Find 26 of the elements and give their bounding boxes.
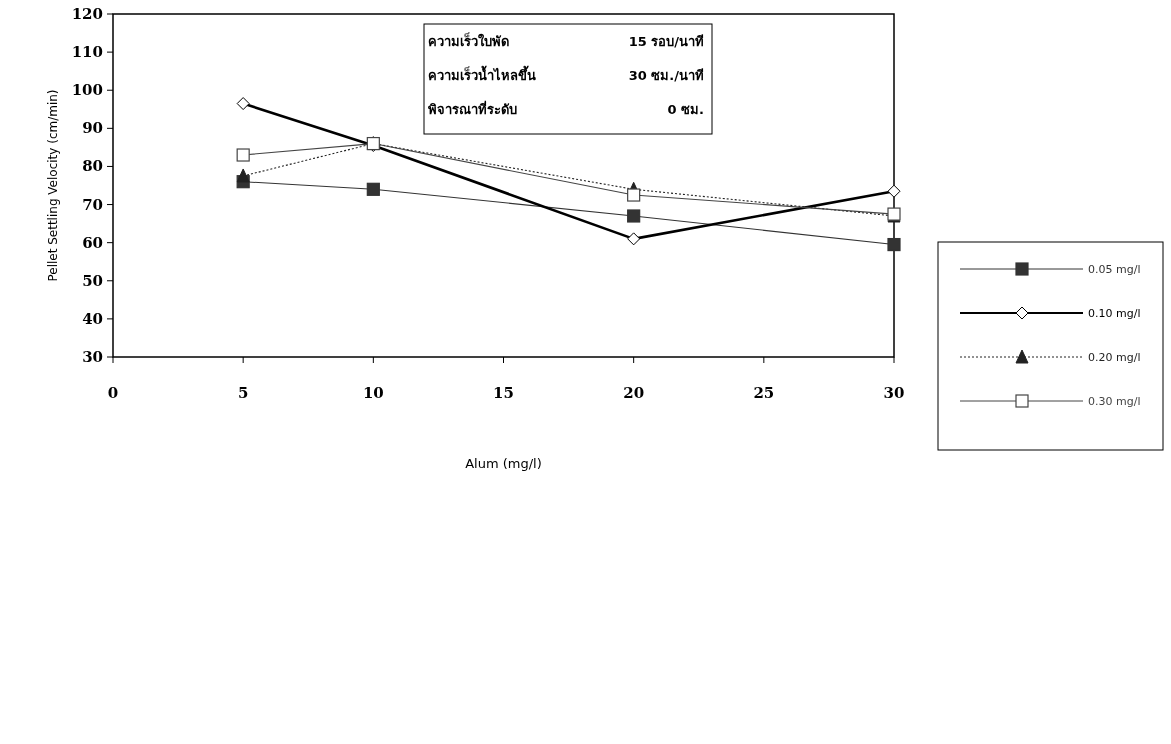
- y-axis-title: Pellet Settling Velocity (cm/min): [46, 89, 60, 282]
- x-tick-label: 0: [107, 384, 119, 402]
- y-tick-label: 110: [71, 43, 103, 62]
- y-tick-label: 70: [82, 195, 103, 214]
- x-tick-label: 25: [753, 384, 775, 402]
- x-tick-label: 20: [623, 384, 645, 402]
- y-tick-label: 40: [82, 309, 103, 328]
- x-axis-title: Alum (mg/l): [465, 456, 542, 471]
- x-tick-label: 30: [883, 384, 905, 402]
- x-tick-label: 15: [493, 384, 514, 402]
- y-tick-label: 90: [82, 119, 103, 138]
- x-tick-label: 10: [362, 384, 384, 402]
- annotation: ความเร็วน้ำไหลขึ้น: [428, 65, 536, 83]
- legend: 0.05 mg/l 0.10 mg/l 0.20 mg/l 0.30 mg/l: [937, 241, 1164, 451]
- annotation: พิจารณาที่ระดับ: [428, 100, 517, 117]
- y-tick-label: 50: [82, 271, 103, 290]
- y-tick-label: 120: [71, 5, 103, 23]
- y-tick-label: 100: [71, 81, 103, 100]
- annotation: 15 รอบ/นาที: [628, 34, 704, 49]
- annotation: 0 ซม.: [667, 102, 704, 117]
- y-tick-label: 60: [82, 233, 103, 252]
- y-tick-label: 80: [82, 157, 103, 176]
- x-tick-label: 5: [237, 384, 249, 402]
- y-tick-label: 30: [82, 348, 103, 366]
- annotation: ความเร็วใบพัด: [428, 32, 509, 49]
- annotation: 30 ซม./นาที: [628, 68, 704, 83]
